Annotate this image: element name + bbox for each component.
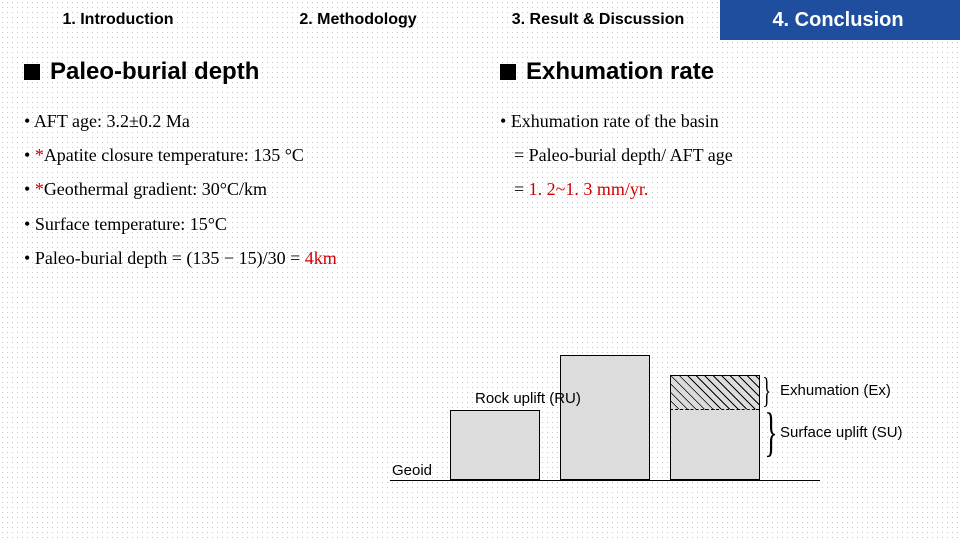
heading-paleo-burial: Paleo-burial depth	[24, 58, 460, 86]
left-bullet-list: AFT age: 3.2±0.2 Ma *Apatite closure tem…	[24, 104, 460, 275]
tab-conclusion[interactable]: 4. Conclusion	[720, 0, 960, 40]
bullet-closure-temp: *Apatite closure temperature: 135 °C	[24, 138, 460, 172]
label-surface-uplift: Surface uplift (SU)	[780, 424, 903, 441]
right-column: Exhumation rate Exhumation rate of the b…	[500, 58, 936, 275]
label-exhumation: Exhumation (Ex)	[780, 382, 891, 399]
bullet-paleo-depth-eq: Paleo-burial depth = (135 − 15)/30 = 4km	[24, 241, 460, 275]
diagram-block-2	[560, 355, 650, 480]
right-bullet-list: Exhumation rate of the basin = Paleo-bur…	[500, 104, 936, 207]
brace-icon: }	[764, 405, 777, 459]
bullet-result-value: = 1. 2~1. 3 mm/yr.	[500, 172, 936, 206]
square-bullet-icon	[500, 64, 516, 80]
tab-introduction[interactable]: 1. Introduction	[0, 0, 240, 40]
label-rock-uplift: Rock uplift (RU)	[475, 390, 581, 407]
diagram-hatched-region	[670, 375, 760, 410]
bullet-surface-temp: Surface temperature: 15°C	[24, 207, 460, 241]
bullet-geothermal: *Geothermal gradient: 30°C/km	[24, 172, 460, 206]
diagram-block-1	[450, 410, 540, 480]
bullet-formula: = Paleo-burial depth/ AFT age	[500, 138, 936, 172]
left-column: Paleo-burial depth AFT age: 3.2±0.2 Ma *…	[24, 58, 460, 275]
slide-content: Paleo-burial depth AFT age: 3.2±0.2 Ma *…	[0, 40, 960, 275]
heading-exhumation-rate: Exhumation rate	[500, 58, 936, 86]
heading-text: Exhumation rate	[526, 58, 714, 86]
tab-methodology[interactable]: 2. Methodology	[240, 0, 480, 40]
square-bullet-icon	[24, 64, 40, 80]
label-geoid: Geoid	[392, 462, 432, 479]
tab-result-discussion[interactable]: 3. Result & Discussion	[480, 0, 720, 40]
geoid-line	[390, 480, 820, 481]
heading-text: Paleo-burial depth	[50, 58, 259, 86]
uplift-diagram: Rock uplift (RU) Geoid } Exhumation (Ex)…	[380, 350, 940, 520]
nav-tabs: 1. Introduction 2. Methodology 3. Result…	[0, 0, 960, 40]
bullet-aft-age: AFT age: 3.2±0.2 Ma	[24, 104, 460, 138]
bullet-exhumation-basin: Exhumation rate of the basin	[500, 104, 936, 138]
